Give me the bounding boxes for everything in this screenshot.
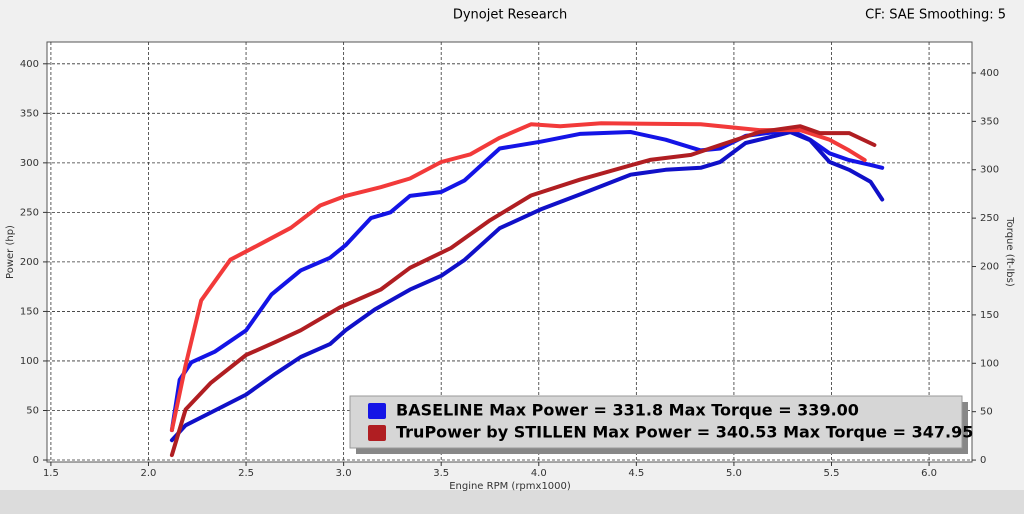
- y2-tick-label: 50: [980, 407, 993, 418]
- legend-swatch: [368, 425, 386, 441]
- legend-swatch: [368, 403, 386, 419]
- y2-tick-label: 200: [980, 262, 999, 273]
- legend-label: TruPower by STILLEN Max Power = 340.53 M…: [396, 423, 973, 442]
- y-tick-label: 400: [20, 59, 39, 70]
- y-tick-label: 100: [20, 356, 39, 367]
- x-tick-label: 4.0: [531, 468, 547, 479]
- legend-box: [349, 395, 963, 449]
- x-tick-label: 3.0: [336, 468, 352, 479]
- y2-tick-label: 350: [980, 116, 999, 127]
- line-series: [169, 124, 877, 458]
- x-tick-label: 5.5: [824, 468, 840, 479]
- x-tick-label: 3.5: [433, 468, 449, 479]
- y2-tick-label: 250: [980, 213, 999, 224]
- y2-tick-label: 0: [980, 455, 986, 466]
- x-tick-label: 5.0: [726, 468, 742, 479]
- y-tick-label: 0: [33, 455, 39, 466]
- y2-tick-label: 100: [980, 358, 999, 369]
- x-tick-label: 4.5: [628, 468, 644, 479]
- chart-subtitle: CF: SAE Smoothing: 5: [865, 8, 1006, 23]
- y-tick-label: 200: [20, 257, 39, 268]
- y-tick-label: 150: [20, 306, 39, 317]
- x-tick-label: 2.0: [141, 468, 157, 479]
- y-axis-label: Power (hp): [5, 225, 16, 279]
- y2-axis-label: Torque (ft-lbs): [1004, 216, 1015, 287]
- y2-tick-label: 150: [980, 310, 999, 321]
- line-series: [169, 130, 885, 443]
- y-tick-label: 50: [26, 405, 39, 416]
- x-tick-label: 6.0: [921, 468, 937, 479]
- y-tick-label: 250: [20, 207, 39, 218]
- x-axis-label: Engine RPM (rpmx1000): [449, 481, 571, 492]
- y-tick-label: 350: [20, 108, 39, 119]
- y2-tick-label: 300: [980, 165, 999, 176]
- x-tick-label: 2.5: [238, 468, 254, 479]
- chart-title: Dynojet Research: [453, 8, 567, 23]
- legend-label: BASELINE Max Power = 331.8 Max Torque = …: [396, 401, 859, 420]
- x-tick-label: 1.5: [43, 468, 59, 479]
- footer-band: [0, 490, 1024, 514]
- y2-tick-label: 400: [980, 68, 999, 79]
- y-tick-label: 300: [20, 158, 39, 169]
